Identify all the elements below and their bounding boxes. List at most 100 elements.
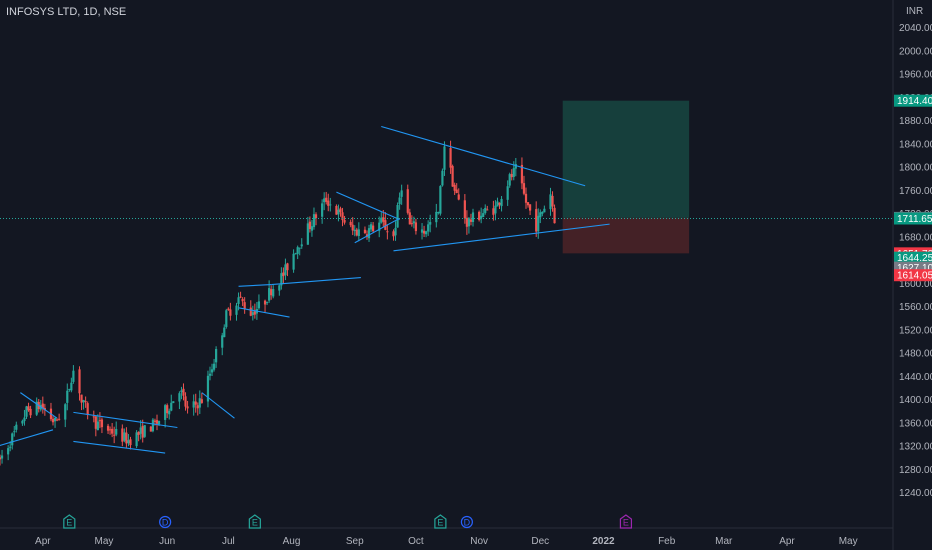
candle-body — [453, 184, 456, 191]
candle-body — [355, 229, 358, 236]
candle-body — [314, 214, 318, 219]
candle-body — [469, 219, 473, 222]
trendline — [73, 411, 178, 429]
trendline — [381, 125, 586, 187]
candle-body — [286, 263, 289, 271]
x-tick-label: Mar — [715, 536, 733, 547]
x-tick-label: May — [95, 536, 114, 547]
candle-body — [471, 212, 475, 223]
price-tag — [894, 251, 932, 264]
trendline — [271, 277, 361, 286]
candle-body — [58, 418, 61, 420]
y-tick-label: 2000.00 — [899, 46, 932, 57]
candle-body — [141, 425, 144, 438]
candle-body — [66, 390, 69, 403]
candle-body — [312, 214, 316, 228]
candle-body — [449, 148, 452, 168]
candle-body — [410, 223, 413, 225]
candle-body — [35, 401, 38, 415]
price-tag — [894, 212, 932, 225]
candle-body — [115, 428, 118, 435]
candle-body — [506, 186, 509, 200]
candle-body — [29, 408, 32, 416]
candle-body — [237, 297, 240, 304]
candle-body — [21, 420, 24, 424]
x-tick-label: Apr — [779, 536, 795, 547]
candle-body — [166, 405, 169, 414]
earnings-marker-shape — [619, 514, 633, 529]
candle-body — [268, 288, 271, 301]
candle-body — [143, 425, 146, 437]
candle-body — [437, 212, 440, 214]
x-tick-label: Jun — [159, 536, 175, 547]
candle-body — [257, 301, 261, 309]
trendline — [73, 440, 166, 454]
profit-zone — [562, 100, 690, 218]
candle-body — [492, 208, 495, 215]
candle-body — [378, 222, 381, 231]
candle-body — [386, 231, 389, 233]
trendline — [20, 392, 58, 419]
candle-body — [53, 418, 57, 422]
candle-body — [210, 369, 214, 373]
candle-body — [396, 204, 399, 228]
candle-body — [94, 416, 97, 429]
x-tick-label: Feb — [658, 536, 676, 547]
candle-body — [251, 312, 254, 316]
candle-body — [200, 399, 203, 403]
candle-body — [172, 401, 175, 404]
candle-body — [414, 222, 418, 232]
candle-body — [457, 194, 460, 200]
candle-body — [296, 247, 299, 254]
candle-body — [15, 424, 18, 430]
candle-body — [422, 230, 426, 234]
currency-label: INR — [906, 6, 923, 17]
candle-body — [480, 215, 483, 219]
candle-body — [325, 197, 328, 202]
y-tick-label: 1480.00 — [899, 349, 932, 360]
candle-body — [455, 189, 458, 194]
candle-body — [64, 404, 67, 420]
candle-body — [125, 432, 128, 444]
earnings-event-marker: E — [248, 514, 261, 529]
candle-body — [249, 307, 252, 316]
candle-body — [241, 298, 244, 302]
candle-body — [528, 204, 532, 211]
candle-body — [408, 212, 411, 225]
candle-body — [494, 205, 497, 214]
candle-body — [514, 164, 517, 169]
event-marker-label: E — [437, 518, 443, 528]
candle-body — [298, 247, 301, 249]
candle-body — [86, 403, 89, 415]
candle-body — [486, 209, 489, 211]
candle-body — [180, 390, 183, 393]
candle-body — [520, 164, 524, 184]
price-tag-label: 1914.40 — [897, 96, 932, 107]
candle-body — [351, 224, 354, 231]
candle-body — [292, 253, 295, 270]
candle-body — [400, 190, 403, 197]
candle-body — [206, 375, 210, 402]
candle-body — [253, 311, 256, 315]
candle-body — [72, 370, 75, 382]
candle-body — [372, 225, 375, 232]
trendline — [201, 392, 235, 419]
candle-body — [68, 388, 71, 390]
candle-body — [153, 420, 157, 422]
candle-body — [182, 388, 185, 396]
candle-body — [329, 204, 332, 206]
candle-body — [96, 421, 99, 431]
candle-body — [108, 429, 112, 431]
candle-body — [425, 231, 428, 235]
candle-body — [196, 405, 199, 409]
candle-body — [106, 425, 110, 431]
event-marker-label: E — [623, 518, 629, 528]
y-tick-label: 1600.00 — [899, 279, 932, 290]
candle-body — [498, 202, 501, 205]
x-tick-label: Sep — [346, 536, 364, 547]
candle-body — [184, 396, 187, 407]
y-tick-label: 1800.00 — [899, 163, 932, 174]
